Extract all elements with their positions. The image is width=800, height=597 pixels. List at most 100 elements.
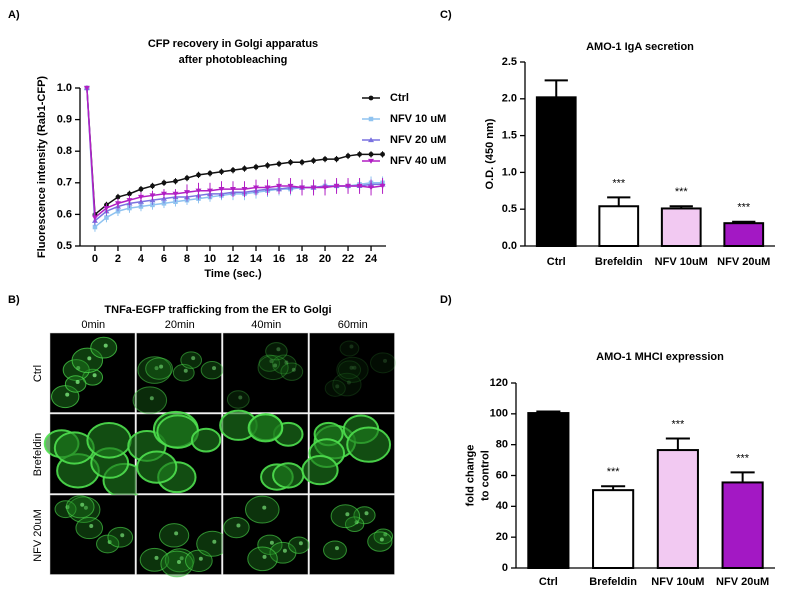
column-label: 0min [81, 319, 105, 331]
marker [83, 85, 90, 91]
legend-label: NFV 40 uM [390, 155, 446, 167]
cell [139, 547, 170, 572]
marker [356, 183, 363, 189]
chart-title: AMO-1 IgA secretion [586, 41, 694, 53]
cell [337, 360, 362, 380]
cell [190, 427, 222, 453]
bar [660, 207, 702, 248]
golgi-spot [269, 540, 274, 545]
micrograph [309, 494, 395, 575]
marker [368, 151, 374, 157]
golgi-spot [198, 556, 203, 561]
golgi-spot [75, 379, 80, 384]
y-tick-label: 40 [496, 500, 508, 512]
marker [127, 191, 132, 197]
cell [324, 379, 346, 397]
marker [368, 95, 374, 101]
golgi-spot [183, 368, 188, 373]
golgi-spot [92, 373, 97, 378]
significance-label: *** [737, 202, 751, 214]
cell [75, 516, 104, 540]
marker [173, 178, 178, 184]
y-tick-label: 2.5 [502, 56, 517, 68]
cell [54, 500, 77, 519]
cell [344, 516, 365, 533]
cell [367, 531, 393, 552]
cell [136, 450, 178, 484]
cell [332, 372, 362, 397]
cell [330, 504, 361, 529]
marker [206, 188, 213, 194]
cell [62, 359, 90, 381]
legend-label: NFV 10 uM [390, 113, 446, 125]
golgi-spot [262, 554, 267, 559]
y-tick-label: 0.0 [502, 240, 517, 252]
marker [230, 187, 236, 192]
cell [86, 421, 132, 459]
y-tick-label: 100 [490, 408, 508, 420]
y-tick-label: 20 [496, 531, 508, 543]
bar [723, 222, 765, 248]
cell [272, 354, 297, 375]
row-label: Brefeldin [32, 433, 44, 476]
cell [223, 516, 250, 539]
golgi-spot [87, 356, 92, 361]
y-tick-label: 0 [502, 562, 508, 574]
marker [379, 183, 386, 189]
cell [90, 336, 118, 359]
cell [323, 540, 347, 560]
golgi-spot [179, 556, 184, 561]
golgi-spot [89, 524, 94, 529]
golgi-spot [335, 384, 340, 389]
marker [137, 194, 144, 200]
x-tick-label: 10 [204, 253, 216, 265]
cell [247, 413, 284, 443]
legend-label: Ctrl [390, 92, 409, 104]
x-tick-label: 22 [342, 253, 354, 265]
y-tick-label: 0.5 [502, 203, 517, 215]
marker [218, 187, 225, 192]
x-axis-label: Time (sec.) [204, 268, 262, 280]
y-tick-label: 1.0 [502, 166, 517, 178]
marker [299, 185, 306, 191]
marker [345, 153, 351, 159]
x-tick-label: 8 [184, 253, 190, 265]
marker [276, 183, 283, 189]
marker [160, 191, 167, 197]
cell [247, 546, 278, 572]
golgi-spot [174, 531, 179, 536]
x-tick-label: NFV 10uM [651, 576, 704, 588]
golgi-spot [83, 505, 88, 510]
y-axis-label: O.D. (450 nm) [484, 118, 496, 189]
cell [65, 495, 95, 519]
golgi-spot [284, 360, 289, 365]
micrograph [309, 332, 395, 413]
x-tick-label: Ctrl [539, 576, 558, 588]
marker [149, 193, 156, 199]
x-tick-label: Ctrl [547, 256, 566, 268]
chart-title: CFP recovery in Golgi apparatus [148, 38, 318, 50]
marker [287, 183, 294, 189]
golgi-spot [349, 344, 354, 349]
y-axis-label: Fluorescence intensity (Rab1-CFP) [36, 76, 48, 258]
legend-label: NFV 20 uM [390, 134, 446, 146]
marker [91, 215, 98, 221]
x-tick-label: Brefeldin [595, 256, 643, 268]
golgi-spot [352, 365, 357, 370]
marker [299, 159, 305, 165]
golgi-spot [191, 356, 196, 361]
marker [253, 185, 260, 191]
x-tick-label: 14 [250, 253, 263, 265]
column-label: 60min [338, 319, 368, 331]
golgi-spot [212, 366, 217, 371]
image-panel-title: TNFa-EGFP trafficking from the ER to Gol… [104, 304, 331, 316]
marker [196, 172, 201, 178]
marker [264, 185, 271, 191]
marker [334, 156, 339, 162]
cell [272, 462, 305, 489]
marker [195, 188, 202, 194]
cell [265, 342, 288, 361]
x-tick-label: Brefeldin [589, 576, 637, 588]
marker [242, 166, 247, 171]
marker [311, 158, 316, 164]
